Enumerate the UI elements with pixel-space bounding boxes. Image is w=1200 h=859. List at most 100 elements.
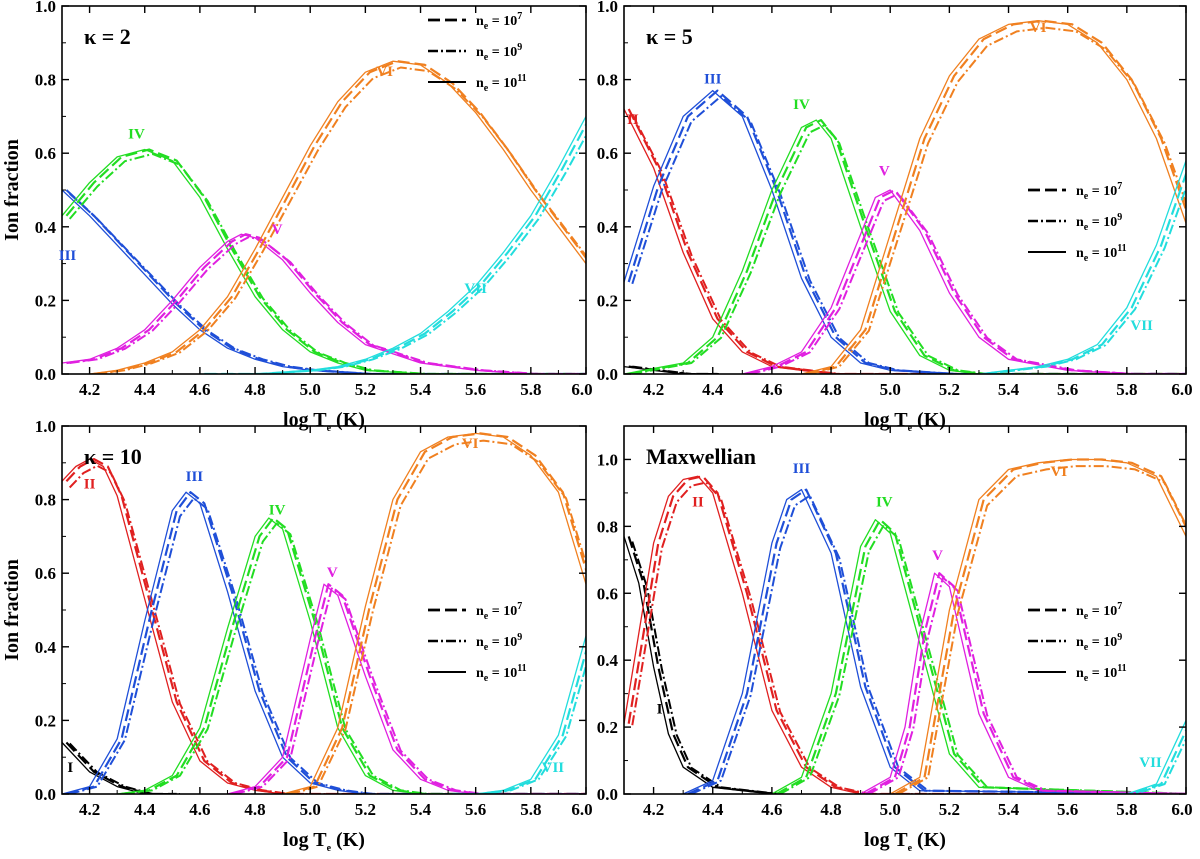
y-tick-label: 0.2 <box>597 291 618 310</box>
series-line-I-dashed <box>627 536 777 794</box>
ion-label-VI: VI <box>1050 464 1067 480</box>
y-tick-label: 0.4 <box>35 218 57 237</box>
legend-entry: ne = 109 <box>1076 632 1122 653</box>
y-tick-label: 0.0 <box>35 785 56 804</box>
x-tick-label: 6.0 <box>571 380 592 399</box>
text-span: 11 <box>1117 243 1126 254</box>
curves <box>62 432 586 794</box>
series-line-VI-dashed <box>894 458 1186 794</box>
legend-entry: ne = 1011 <box>476 73 527 94</box>
series-line-III-solid <box>62 189 586 374</box>
x-tick-label: 4.8 <box>244 800 265 819</box>
x-axis-title: log Te (K) <box>864 829 946 854</box>
y-tick-label: 1.0 <box>597 450 618 469</box>
x-axis-title: log Te (K) <box>864 409 946 434</box>
curves <box>62 60 586 374</box>
text-span: log T <box>864 829 908 851</box>
text-span: e <box>908 843 913 854</box>
ion-label-II: II <box>692 494 704 510</box>
text-span: = 10 <box>488 76 517 91</box>
series-line-III-dashdot <box>690 494 1186 794</box>
series-line-VI-dashed <box>93 60 586 374</box>
legend-entry: ne = 109 <box>1076 212 1122 233</box>
chart-panel-3: 4.2 4.4 4.6 4.8 5.0 5.2 5.4 5.6 5.8 6.0 0.0 0.2 0.4 0… <box>1 417 593 854</box>
text-span: e <box>484 21 489 32</box>
text-span: 11 <box>1117 663 1126 674</box>
ion-label-VII: VII <box>464 281 487 297</box>
plot-frame <box>61 5 587 375</box>
series-line-IV-dashdot <box>779 524 1186 794</box>
series-line-VI-dashed <box>805 19 1186 374</box>
series-line-VII-dashdot <box>455 662 586 794</box>
panel-title: κ = 2 <box>84 24 131 49</box>
series-line-III-dashdot <box>69 497 586 794</box>
series-line-III-dashed <box>65 189 586 374</box>
text-span: 7 <box>517 601 522 612</box>
text-span: 11 <box>517 73 526 84</box>
y-tick-label: 0.6 <box>597 144 618 163</box>
ion-label-VI: VI <box>376 64 393 80</box>
y-tick-label: 0.8 <box>597 517 618 536</box>
series-line-IV-dashdot <box>68 153 586 374</box>
series-line-V-dashed <box>746 188 1186 374</box>
text-span: n <box>476 666 484 681</box>
text-span: n <box>1076 635 1084 650</box>
y-tick-label: 0.8 <box>35 71 56 90</box>
x-tick-label: 5.6 <box>1057 800 1078 819</box>
legend-entry: ne = 1011 <box>476 663 527 684</box>
series-line-II-dashdot <box>631 481 1186 794</box>
series-line-IV-solid <box>624 119 1186 374</box>
series-line-V-dashdot <box>750 192 1186 374</box>
text-span: 9 <box>1117 632 1122 643</box>
series-line-VII-dashed <box>452 647 586 794</box>
text-span: e <box>327 843 332 854</box>
x-tick-label: 5.4 <box>410 380 432 399</box>
x-tick-label: 5.6 <box>1057 380 1078 399</box>
y-tick-label: 0.8 <box>597 71 618 90</box>
text-span: e <box>484 673 489 684</box>
series-line-I-dashdot <box>68 742 180 794</box>
series-line-VII-solid <box>448 635 586 794</box>
series-line-II-dashdot <box>68 464 586 794</box>
y-tick-label: 1.0 <box>35 417 56 436</box>
x-tick-label: 4.4 <box>702 800 724 819</box>
x-tick-label: 5.4 <box>998 800 1020 819</box>
text-span: n <box>476 76 484 91</box>
ion-label-VII: VII <box>1139 755 1162 771</box>
text-span: log T <box>283 829 327 851</box>
y-tick-label: 0.2 <box>35 711 56 730</box>
text-span: e <box>1084 611 1089 622</box>
legend-entry: ne = 107 <box>1076 181 1122 202</box>
y-tick-label: 0.6 <box>597 584 618 603</box>
ion-label-III: III <box>59 248 77 264</box>
y-tick-label: 0.4 <box>597 218 619 237</box>
x-tick-label: 4.2 <box>79 380 100 399</box>
series-line-III-solid <box>62 491 586 794</box>
ion-label-IV: IV <box>793 97 810 113</box>
legend-entry: ne = 1011 <box>1076 663 1127 684</box>
ion-label-V: V <box>272 222 283 238</box>
series-line-VI-dashdot <box>809 26 1186 374</box>
series-line-IV-dashdot <box>632 124 1186 374</box>
y-tick-label: 0.0 <box>35 365 56 384</box>
text-span: e <box>484 52 489 63</box>
series-line-VII-solid <box>978 160 1186 374</box>
series-line-I-solid <box>624 536 772 794</box>
series-line-VII-solid <box>1097 720 1186 794</box>
text-span: n <box>1076 184 1084 199</box>
series-line-VII-solid <box>199 116 586 374</box>
x-tick-label: 5.0 <box>300 380 321 399</box>
text-span: 9 <box>517 632 522 643</box>
x-tick-label: 5.2 <box>355 380 376 399</box>
x-tick-label: 5.0 <box>880 380 901 399</box>
series-line-III-dashdot <box>69 192 586 374</box>
x-tick-label: 4.2 <box>643 380 664 399</box>
x-tick-label: 4.6 <box>189 800 210 819</box>
legend-entry: ne = 107 <box>1076 601 1122 622</box>
y-tick-label: 1.0 <box>35 0 56 16</box>
ion-label-I: I <box>67 760 73 776</box>
x-tick-label: 6.0 <box>571 800 592 819</box>
chart-panel-4: 4.2 4.4 4.6 4.8 5.0 5.2 5.4 5.6 5.8 6.0 0.0 0.2 0.4 0… <box>597 425 1193 854</box>
series-line-V-dashed <box>864 572 1186 794</box>
series-line-I-dashdot <box>632 365 721 374</box>
